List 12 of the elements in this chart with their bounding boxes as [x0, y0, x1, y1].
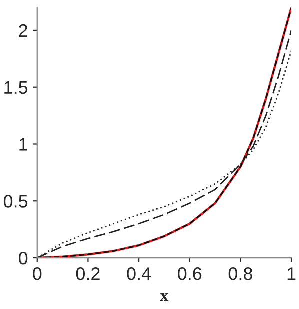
x-axis-title: x: [160, 293, 169, 301]
x-tick-label: 0.4: [127, 268, 152, 280]
x-tick-label: 1: [288, 268, 296, 280]
x-tick-label: 0.6: [178, 268, 202, 280]
y-tick-label: 0.5: [4, 195, 28, 208]
y-tick-label: 2: [19, 24, 28, 38]
y-tick-label: 1: [20, 138, 28, 151]
x-tick-label: 0.8: [228, 268, 252, 280]
x-tick-label: 0: [33, 268, 42, 280]
x-tick-label: 0.2: [76, 268, 100, 280]
y-tick-label: 0: [19, 252, 28, 265]
y-tick-label: 1.5: [4, 81, 28, 94]
